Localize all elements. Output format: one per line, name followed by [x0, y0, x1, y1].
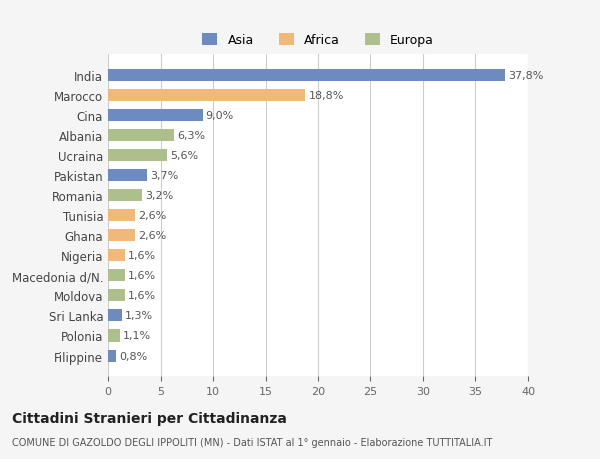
Bar [108, 190, 142, 202]
Bar [108, 250, 125, 262]
Text: 1,1%: 1,1% [123, 331, 151, 341]
Bar [108, 310, 122, 322]
Text: 2,6%: 2,6% [139, 211, 167, 221]
Bar [108, 230, 136, 242]
Text: 37,8%: 37,8% [508, 71, 544, 81]
Bar [108, 70, 505, 82]
Bar [108, 350, 116, 362]
Text: 3,2%: 3,2% [145, 191, 173, 201]
Text: 1,6%: 1,6% [128, 271, 156, 281]
Text: 1,3%: 1,3% [125, 311, 153, 321]
Bar [108, 150, 167, 162]
Text: 9,0%: 9,0% [206, 111, 234, 121]
Bar [108, 110, 203, 122]
Text: 3,7%: 3,7% [150, 171, 178, 181]
Bar [108, 270, 125, 282]
Text: 2,6%: 2,6% [139, 231, 167, 241]
Legend: Asia, Africa, Europa: Asia, Africa, Europa [197, 29, 439, 52]
Text: COMUNE DI GAZOLDO DEGLI IPPOLITI (MN) - Dati ISTAT al 1° gennaio - Elaborazione : COMUNE DI GAZOLDO DEGLI IPPOLITI (MN) - … [12, 437, 493, 447]
Bar [108, 330, 119, 342]
Text: 1,6%: 1,6% [128, 251, 156, 261]
Text: 5,6%: 5,6% [170, 151, 198, 161]
Bar [108, 210, 136, 222]
Text: Cittadini Stranieri per Cittadinanza: Cittadini Stranieri per Cittadinanza [12, 411, 287, 425]
Bar [108, 170, 147, 182]
Text: 1,6%: 1,6% [128, 291, 156, 301]
Bar [108, 130, 174, 142]
Text: 6,3%: 6,3% [178, 131, 205, 141]
Bar [108, 90, 305, 102]
Text: 0,8%: 0,8% [119, 351, 148, 361]
Text: 18,8%: 18,8% [308, 91, 344, 101]
Bar [108, 290, 125, 302]
